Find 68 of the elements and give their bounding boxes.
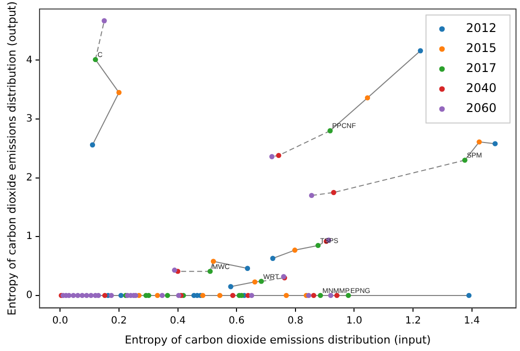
point bbox=[200, 292, 206, 298]
x-tick-label: 0.4 bbox=[170, 315, 186, 326]
y-tick-label: 4 bbox=[26, 54, 33, 66]
point bbox=[230, 292, 236, 298]
x-tick-label: 0.2 bbox=[111, 315, 127, 326]
point bbox=[346, 292, 351, 298]
point bbox=[102, 292, 108, 298]
point bbox=[311, 292, 316, 298]
legend-label: 2060 bbox=[466, 101, 497, 116]
x-tick-label: 1.0 bbox=[346, 315, 362, 326]
point bbox=[154, 292, 160, 298]
point bbox=[328, 292, 334, 298]
point bbox=[164, 292, 170, 298]
point bbox=[90, 142, 96, 148]
point bbox=[476, 139, 482, 145]
point bbox=[116, 90, 122, 96]
point bbox=[70, 292, 76, 298]
point bbox=[270, 256, 276, 261]
point bbox=[462, 158, 468, 163]
point bbox=[108, 292, 114, 298]
legend-label: 2040 bbox=[466, 81, 497, 96]
point bbox=[118, 292, 124, 298]
y-tick-label: 2 bbox=[26, 172, 33, 184]
point bbox=[258, 278, 264, 284]
x-tick-label: 1.2 bbox=[405, 315, 422, 326]
point bbox=[88, 292, 94, 298]
point bbox=[249, 292, 254, 298]
point bbox=[284, 292, 289, 298]
point bbox=[160, 292, 165, 298]
point bbox=[210, 258, 216, 264]
legend-label: 2015 bbox=[466, 41, 497, 56]
x-tick-label: 0.6 bbox=[228, 315, 245, 326]
point bbox=[176, 292, 182, 298]
point bbox=[75, 292, 80, 298]
point bbox=[102, 18, 107, 24]
point bbox=[208, 268, 213, 274]
point bbox=[244, 266, 250, 271]
y-tick-label: 1 bbox=[26, 231, 33, 242]
point bbox=[315, 242, 321, 248]
x-tick-label: 0.8 bbox=[287, 315, 304, 326]
point bbox=[276, 152, 282, 158]
point bbox=[80, 292, 85, 298]
point bbox=[306, 292, 312, 298]
point bbox=[269, 154, 274, 160]
point bbox=[466, 292, 472, 298]
point bbox=[318, 292, 324, 298]
point bbox=[418, 48, 424, 54]
point bbox=[364, 95, 370, 100]
point bbox=[252, 279, 258, 285]
point bbox=[84, 292, 90, 298]
y-axis-title: Entropy of carbon dioxide emissions distribution (output) bbox=[5, 1, 18, 316]
point bbox=[492, 141, 498, 146]
x-tick-label: 0.0 bbox=[52, 315, 68, 326]
point bbox=[292, 248, 298, 253]
y-tick-label: 3 bbox=[26, 114, 33, 125]
y-tick-label: 0 bbox=[26, 290, 33, 302]
point bbox=[334, 292, 340, 298]
x-tick-label: 1.4 bbox=[464, 315, 480, 326]
point bbox=[331, 190, 336, 196]
x-axis-title: Entropy of carbon dioxide emissions distribution (input) bbox=[124, 333, 431, 346]
point bbox=[217, 292, 222, 298]
legend-label: 2017 bbox=[466, 61, 497, 76]
point bbox=[172, 268, 178, 273]
point bbox=[309, 192, 314, 198]
point bbox=[328, 128, 333, 134]
legend-label: 2012 bbox=[466, 21, 497, 36]
point bbox=[92, 56, 98, 62]
point bbox=[228, 284, 234, 290]
